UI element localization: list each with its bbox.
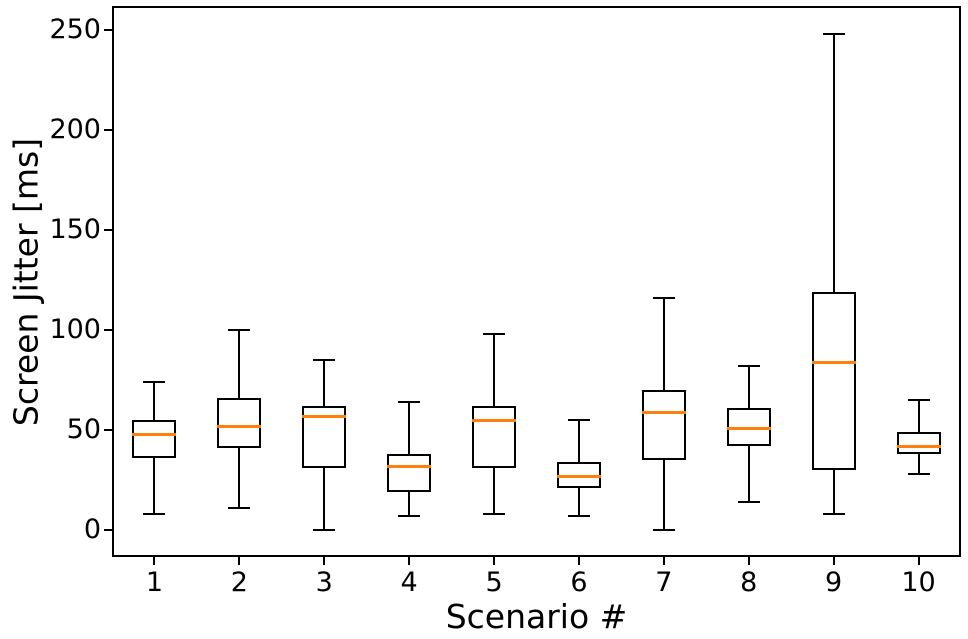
x-tick-mark: [577, 557, 580, 565]
median-line: [217, 425, 262, 428]
whisker-upper-cap: [143, 381, 166, 383]
x-tick-label: 2: [230, 567, 248, 598]
x-tick-mark: [238, 557, 241, 565]
x-tick-label: 4: [400, 567, 418, 598]
whisker-lower-line: [153, 458, 156, 514]
box-iqr: [811, 292, 856, 470]
x-tick-mark: [662, 557, 665, 565]
x-tick-label: 8: [740, 567, 758, 598]
whisker-lower-line: [238, 448, 241, 508]
whisker-upper-cap: [907, 399, 930, 401]
whisker-upper-line: [493, 334, 496, 406]
whisker-lower-line: [832, 470, 835, 514]
whisker-lower-cap: [313, 529, 336, 531]
y-tick-mark: [104, 129, 112, 131]
whisker-lower-line: [747, 446, 750, 502]
y-tick-label: 200: [49, 114, 101, 145]
box-iqr: [641, 390, 686, 460]
box-iqr: [896, 432, 941, 454]
whisker-lower-line: [917, 454, 920, 474]
whisker-upper-cap: [567, 419, 590, 421]
x-tick-label: 6: [570, 567, 588, 598]
whisker-upper-line: [917, 400, 920, 432]
x-tick-mark: [323, 557, 326, 565]
whisker-upper-line: [408, 402, 411, 454]
whisker-upper-line: [662, 298, 665, 390]
whisker-lower-cap: [483, 513, 506, 515]
median-line: [726, 427, 771, 430]
whisker-upper-line: [238, 330, 241, 398]
whisker-upper-line: [747, 366, 750, 408]
y-tick-label: 50: [66, 414, 101, 445]
box-iqr: [302, 406, 347, 468]
box-iqr: [217, 398, 262, 448]
y-tick-mark: [104, 429, 112, 431]
whisker-upper-cap: [398, 401, 421, 403]
x-tick-label: 1: [145, 567, 164, 598]
whisker-lower-cap: [143, 513, 166, 515]
x-tick-label: 10: [901, 567, 936, 598]
box-iqr: [387, 454, 432, 492]
whisker-lower-cap: [652, 529, 675, 531]
y-tick-mark: [104, 329, 112, 331]
median-line: [472, 419, 517, 422]
x-tick-mark: [832, 557, 835, 565]
y-tick-mark: [104, 29, 112, 31]
whisker-upper-cap: [822, 33, 845, 35]
x-tick-mark: [153, 557, 156, 565]
whisker-lower-cap: [398, 515, 421, 517]
whisker-upper-cap: [737, 365, 760, 367]
whisker-upper-line: [323, 360, 326, 406]
whisker-lower-line: [493, 468, 496, 514]
whisker-upper-cap: [483, 333, 506, 335]
whisker-upper-line: [832, 34, 835, 292]
median-line: [387, 465, 432, 468]
y-tick-label: 150: [49, 214, 101, 245]
y-axis-label-text: Screen Jitter [ms]: [6, 137, 46, 427]
x-tick-mark: [408, 557, 411, 565]
x-tick-mark: [747, 557, 750, 565]
y-tick-mark: [104, 529, 112, 531]
whisker-lower-cap: [822, 513, 845, 515]
x-tick-label: 9: [825, 567, 843, 598]
x-tick-label: 7: [655, 567, 673, 598]
median-line: [302, 415, 347, 418]
y-tick-label: 0: [83, 514, 101, 545]
whisker-lower-cap: [228, 507, 251, 509]
whisker-upper-cap: [228, 329, 251, 331]
whisker-lower-line: [662, 460, 665, 530]
whisker-lower-line: [577, 488, 580, 516]
x-tick-label: 5: [485, 567, 503, 598]
whisker-lower-cap: [567, 515, 590, 517]
whisker-lower-line: [323, 468, 326, 530]
y-tick-label: 250: [49, 14, 101, 45]
median-line: [556, 475, 601, 478]
whisker-upper-line: [153, 382, 156, 420]
whisker-upper-line: [577, 420, 580, 462]
x-tick-mark: [917, 557, 920, 565]
x-tick-mark: [493, 557, 496, 565]
median-line: [811, 361, 856, 364]
x-axis-label: Scenario #: [445, 597, 628, 636]
whisker-lower-line: [408, 492, 411, 516]
y-tick-mark: [104, 229, 112, 231]
x-tick-label: 3: [315, 567, 333, 598]
box-iqr: [472, 406, 517, 468]
whisker-upper-cap: [652, 297, 675, 299]
median-line: [132, 433, 177, 436]
whisker-lower-cap: [737, 501, 760, 503]
whisker-upper-cap: [313, 359, 336, 361]
plot-area: [112, 6, 961, 557]
box-iqr: [132, 420, 177, 458]
median-line: [641, 411, 686, 414]
median-line: [896, 445, 941, 448]
y-tick-label: 100: [49, 314, 101, 345]
whisker-lower-cap: [907, 473, 930, 475]
